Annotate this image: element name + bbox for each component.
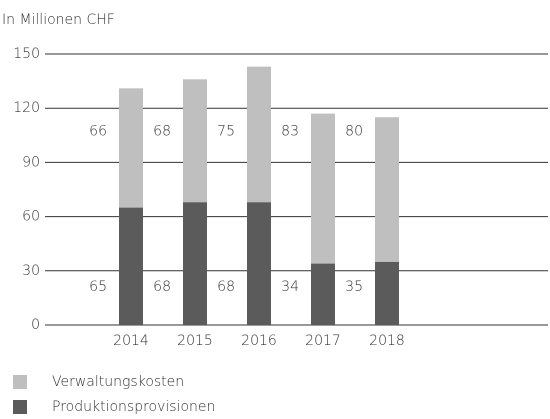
value-label: 68 bbox=[153, 124, 171, 140]
bar-segment bbox=[247, 202, 271, 325]
value-label: 83 bbox=[281, 124, 299, 140]
bar-segment bbox=[119, 88, 143, 208]
value-label: 34 bbox=[281, 279, 299, 295]
y-tick-label: 90 bbox=[22, 154, 40, 170]
bar-segment bbox=[311, 263, 335, 325]
bar-segment bbox=[375, 261, 399, 325]
value-label: 68 bbox=[153, 279, 171, 295]
x-tick-label: 2018 bbox=[369, 333, 405, 349]
legend-label: Verwaltungskosten bbox=[52, 374, 184, 390]
value-label: 65 bbox=[89, 279, 107, 295]
value-label: 75 bbox=[217, 124, 235, 140]
bar-segment bbox=[247, 66, 271, 203]
y-tick-label: 60 bbox=[22, 209, 40, 225]
value-label: 68 bbox=[217, 279, 235, 295]
y-tick-label: 120 bbox=[13, 100, 40, 116]
legend-label: Produktionsprovisionen bbox=[52, 399, 215, 415]
bar-segment bbox=[311, 113, 335, 264]
bar-segment bbox=[375, 117, 399, 262]
value-label: 35 bbox=[345, 279, 363, 295]
chart-title: In Millionen CHF bbox=[2, 12, 115, 28]
bar-segment bbox=[119, 207, 143, 325]
legend-swatch bbox=[13, 375, 27, 389]
y-tick-label: 30 bbox=[22, 263, 40, 279]
x-tick-label: 2015 bbox=[177, 333, 213, 349]
bar-segment bbox=[183, 202, 207, 325]
x-tick-label: 2017 bbox=[305, 333, 341, 349]
y-tick-label: 150 bbox=[13, 46, 40, 62]
legend-swatch bbox=[13, 400, 27, 414]
x-tick-label: 2016 bbox=[241, 333, 277, 349]
value-label: 66 bbox=[89, 124, 107, 140]
x-tick-label: 2014 bbox=[113, 333, 149, 349]
value-label: 80 bbox=[345, 124, 363, 140]
bar-segment bbox=[183, 79, 207, 203]
y-tick-label: 0 bbox=[31, 317, 40, 333]
